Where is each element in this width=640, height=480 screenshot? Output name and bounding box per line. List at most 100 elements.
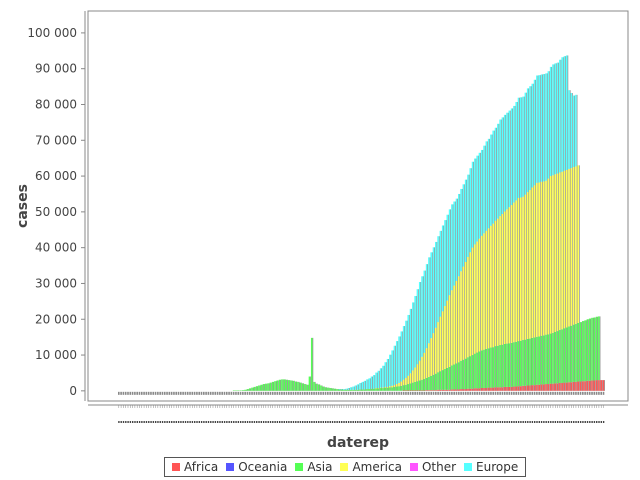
y-tick-label: 90 000: [35, 62, 77, 76]
bar-segment: [520, 197, 522, 341]
bar-segment: [384, 387, 387, 391]
bar-segment: [412, 390, 414, 391]
bar-segment: [467, 256, 469, 358]
bar-baseline: [441, 391, 444, 395]
x-tick-label: [471, 421, 474, 423]
bar-baseline: [127, 391, 129, 395]
bar-segment: [559, 59, 561, 173]
bar-segment: [444, 306, 446, 370]
bar-segment: [271, 381, 274, 391]
x-tick-label: [481, 421, 483, 423]
bar-segment: [451, 365, 453, 390]
bar-segment: [451, 389, 453, 391]
bar-baseline: [416, 391, 419, 395]
bar-shadow: [569, 90, 571, 391]
bar-segment: [540, 384, 543, 391]
bar-segment: [359, 382, 361, 390]
x-tick-label: [568, 421, 570, 423]
x-tick-label: [239, 421, 242, 423]
bar-segment: [595, 380, 598, 391]
bar-segment: [265, 383, 267, 391]
legend-label: Africa: [184, 460, 219, 474]
bar-segment: [407, 314, 410, 376]
bar-segment: [412, 382, 414, 391]
legend-item: Africa: [172, 460, 218, 474]
bar-baseline: [554, 391, 557, 395]
bar-segment: [446, 389, 449, 391]
bar-baseline: [182, 391, 184, 395]
x-tick-label: [421, 421, 423, 423]
bar-segment: [400, 385, 403, 391]
bar-segment: [508, 207, 511, 344]
bar-shadow: [595, 317, 596, 391]
x-tick-label: [407, 421, 410, 423]
bar-baseline: [324, 391, 327, 395]
bar-segment: [467, 357, 469, 389]
bar-shadow: [360, 382, 362, 391]
bar-baseline: [251, 391, 253, 395]
bar-segment: [531, 337, 534, 386]
bar-segment: [536, 75, 538, 183]
bar-shadow: [471, 168, 472, 391]
bar-baseline: [161, 391, 164, 395]
bar-shadow: [546, 73, 548, 391]
bar-baseline: [306, 391, 308, 395]
x-tick-label: [249, 421, 251, 423]
bar-baseline: [274, 391, 276, 395]
bar-segment: [522, 196, 524, 341]
bar-segment: [517, 197, 520, 342]
bar-segment: [462, 359, 465, 390]
legend-item: Oceania: [226, 460, 287, 474]
bar-segment: [591, 380, 593, 391]
bar-shadow: [579, 165, 580, 391]
bar-shadow: [409, 314, 410, 391]
bar-shadow: [321, 385, 323, 391]
bar-segment: [497, 387, 499, 391]
bar-baseline: [175, 391, 178, 395]
bar-segment: [457, 193, 460, 277]
x-tick-label: [570, 421, 573, 423]
bar-baseline: [154, 391, 157, 395]
bar-segment: [572, 95, 575, 168]
bar-shadow: [305, 384, 307, 391]
x-tick-label: [262, 421, 265, 423]
bar-segment: [522, 385, 524, 391]
bar-baseline: [136, 391, 138, 395]
bar-segment: [492, 130, 495, 224]
bar-baseline: [556, 391, 559, 395]
bar-segment: [441, 311, 444, 371]
x-tick-label: [283, 421, 286, 423]
bar-segment: [538, 336, 540, 385]
x-tick-label: [589, 421, 591, 423]
bar-baseline: [345, 391, 348, 395]
bar-segment: [517, 97, 520, 198]
x-tick-label: [416, 421, 419, 423]
bar-segment: [503, 386, 506, 391]
bar-segment: [416, 364, 419, 382]
bar-segment: [430, 390, 433, 391]
bar-segment: [435, 241, 437, 328]
y-tick-label: 40 000: [35, 241, 77, 255]
x-tick-label: [508, 421, 511, 423]
bar-segment: [389, 354, 391, 387]
bar-segment: [336, 389, 338, 391]
bar-shadow: [420, 282, 422, 391]
bar-segment: [561, 57, 563, 172]
x-tick-label: [216, 421, 219, 423]
bar-baseline: [444, 391, 446, 395]
bar-segment: [522, 340, 524, 386]
x-tick-label: [246, 421, 249, 423]
legend-label: Other: [421, 460, 457, 474]
bar-segment: [363, 389, 366, 391]
bar-baseline: [292, 391, 295, 395]
x-tick-label: [540, 421, 543, 423]
bar-baseline: [301, 391, 304, 395]
bar-baseline: [398, 391, 400, 395]
bar-shadow: [461, 188, 463, 391]
bar-segment: [409, 308, 412, 374]
bar-segment: [593, 317, 596, 381]
bar-shadow: [480, 152, 481, 391]
bar-segment: [570, 382, 573, 391]
bar-segment: [457, 276, 460, 363]
bar-segment: [565, 55, 568, 170]
